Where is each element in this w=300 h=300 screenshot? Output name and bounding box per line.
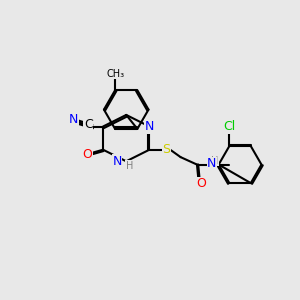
Text: C: C [84,118,93,131]
Text: H: H [125,161,133,171]
Text: O: O [82,148,92,161]
Text: N: N [207,158,217,170]
Text: S: S [162,143,170,156]
Text: N: N [112,155,122,168]
Text: H: H [211,156,218,166]
Text: N: N [145,120,154,133]
Text: N: N [69,113,78,127]
Text: CH₃: CH₃ [106,69,124,79]
Text: O: O [196,177,206,190]
Text: Cl: Cl [223,120,236,133]
